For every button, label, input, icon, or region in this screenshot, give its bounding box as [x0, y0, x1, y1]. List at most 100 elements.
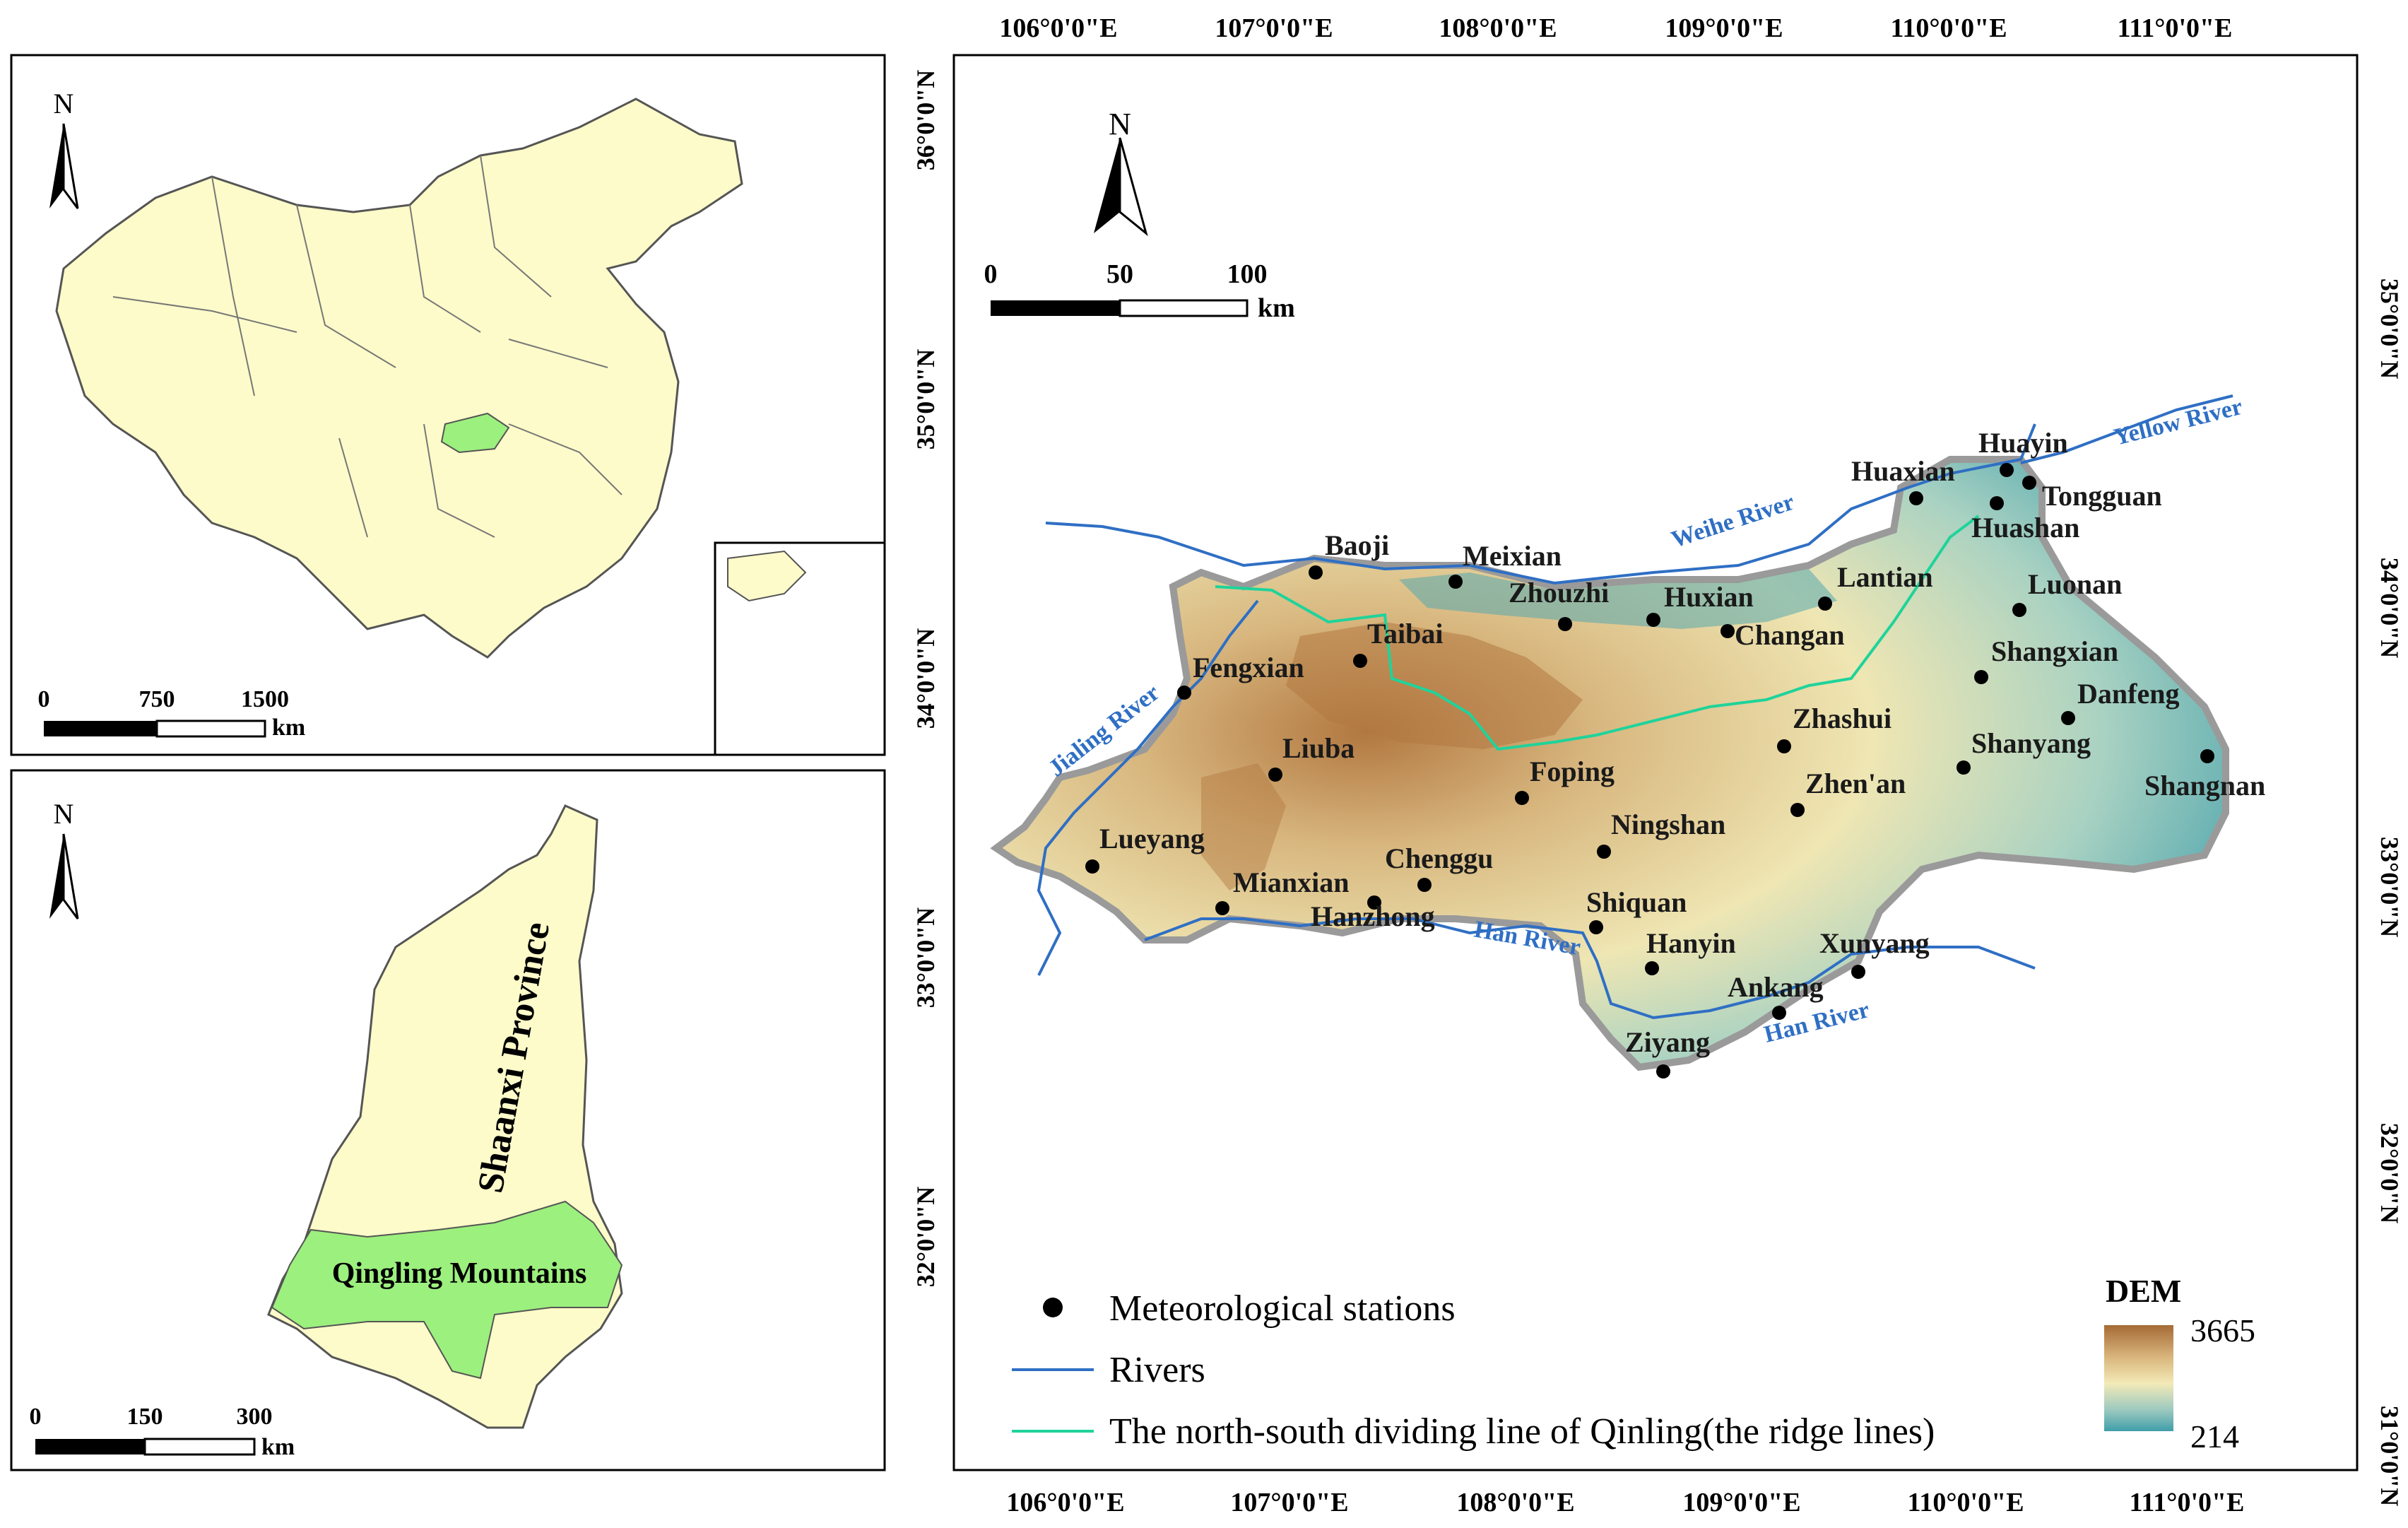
station-label: Shanyang — [1971, 727, 2091, 759]
legend-stations-label: Meteorological stations — [1109, 1288, 1456, 1329]
station-marker — [2012, 603, 2026, 617]
scale-tick: 1500 — [241, 686, 289, 712]
dem-colorbar: DEM 3665 214 — [2104, 1273, 2255, 1454]
shaanxi-in-china — [440, 412, 510, 454]
lon-label: 107°0'0"E — [1230, 1488, 1348, 1517]
station-marker — [1956, 760, 1971, 775]
lat-label: 33°0'0"N — [2375, 837, 2404, 937]
legend-ridge-label: The north-south dividing line of Qinling… — [1109, 1411, 1935, 1452]
station-marker — [1656, 1064, 1670, 1079]
station-marker — [1909, 491, 1923, 505]
station-marker — [1646, 613, 1660, 627]
north-arrow: N — [49, 88, 79, 209]
north-arrow: N — [49, 798, 79, 919]
station-marker — [1851, 965, 1865, 979]
station-label: Tongguan — [2042, 480, 2162, 512]
station-marker — [1645, 961, 1659, 975]
station-label: Xunyang — [1819, 927, 1930, 959]
lat-labels-left: 36°0'0"N 35°0'0"N 34°0'0"N 33°0'0"N 32°0… — [911, 70, 940, 1287]
station-label: Huashan — [1971, 512, 2079, 543]
rivers — [1037, 394, 2233, 1020]
qinling-region — [271, 1200, 623, 1380]
scale-bar: 0 50 100 km — [984, 259, 1295, 323]
station-marker — [1990, 496, 2004, 510]
shaanxi-inset: Shaanxi Province Qingling Mountains N 0 … — [10, 769, 886, 1471]
lat-label: 33°0'0"N — [911, 907, 940, 1008]
scale-tick: 100 — [1227, 259, 1268, 289]
station-marker — [1353, 654, 1367, 668]
china-outline — [55, 98, 743, 659]
station-label: Shangnan — [2144, 770, 2265, 801]
station-label: Liuba — [1282, 732, 1354, 764]
station-label: Chenggu — [1385, 842, 1493, 874]
main-map: 106°0'0"E 107°0'0"E 108°0'0"E 109°0'0"E … — [911, 13, 2404, 1517]
lat-label: 36°0'0"N — [911, 70, 940, 170]
station-marker — [1417, 878, 1432, 892]
dem-max: 3665 — [2190, 1312, 2255, 1348]
jialing-river-line — [1037, 599, 1259, 976]
lon-labels-top: 106°0'0"E 107°0'0"E 108°0'0"E 109°0'0"E … — [999, 13, 2232, 43]
weihe-valley-zone — [1399, 569, 1837, 629]
yellow-river-line — [2020, 394, 2233, 464]
station-label: Zhen'an — [1805, 768, 1906, 799]
scale-tick: 0 — [30, 1404, 42, 1430]
lon-label: 106°0'0"E — [999, 13, 1117, 43]
station-label: Fengxian — [1193, 652, 1304, 683]
lat-label: 31°0'0"N — [2375, 1406, 2404, 1506]
dem-min: 214 — [2190, 1418, 2239, 1454]
station-label: Huxian — [1664, 581, 1754, 613]
scale-unit: km — [1258, 293, 1295, 323]
lon-label: 111°0'0"E — [2129, 1488, 2244, 1517]
station-marker — [2061, 711, 2075, 725]
station-label: Luonan — [2028, 568, 2122, 600]
station-label: Huaxian — [1851, 455, 1955, 487]
north-label: N — [54, 798, 74, 830]
high-elevation-zone — [1201, 763, 1286, 891]
station-marker — [1974, 670, 1988, 684]
station-marker — [1268, 768, 1282, 782]
station-label: Ningshan — [1611, 809, 1725, 840]
lon-label: 107°0'0"E — [1215, 13, 1333, 43]
station-label: Mianxian — [1233, 866, 1349, 898]
station-marker — [1721, 624, 1735, 638]
station-label: Ankang — [1728, 971, 1824, 1003]
station-label: Foping — [1530, 756, 1615, 787]
lat-label: 35°0'0"N — [911, 349, 940, 449]
station-label: Shangxian — [1991, 635, 2118, 667]
weihe-river-line — [1045, 423, 2036, 585]
lat-label: 34°0'0"N — [2375, 558, 2404, 658]
station-marker — [1597, 845, 1611, 859]
station-label: Taibai — [1367, 618, 1443, 650]
station-marker — [1448, 575, 1463, 589]
station-marker — [1177, 686, 1191, 700]
study-area-dem — [990, 456, 2229, 1071]
china-province-lines — [112, 155, 622, 538]
station-marker — [1818, 596, 1832, 611]
station-label: Huayin — [1978, 427, 2068, 459]
north-label: N — [1109, 107, 1131, 141]
station-marker — [2000, 463, 2014, 477]
scale-tick: 150 — [127, 1404, 163, 1430]
lon-label: 109°0'0"E — [1665, 13, 1783, 43]
scale-tick: 750 — [139, 686, 175, 712]
qinling-ridge-line — [1215, 515, 1980, 751]
station-marker — [1515, 791, 1529, 805]
lon-label: 111°0'0"E — [2117, 13, 2232, 43]
station-label: Changan — [1735, 619, 1845, 651]
station-marker — [1589, 920, 1603, 934]
station-label: Hanyin — [1646, 927, 1736, 959]
china-inset: N 0 750 1500 km — [10, 54, 886, 756]
station-label: Zhouzhi — [1509, 577, 1609, 609]
legend-rivers-label: Rivers — [1109, 1350, 1205, 1390]
station-label: Meixian — [1463, 540, 1562, 572]
legend-station-symbol — [1043, 1298, 1063, 1317]
lon-label: 106°0'0"E — [1006, 1488, 1124, 1517]
station-label: Lueyang — [1099, 823, 1205, 854]
scale-unit: km — [272, 715, 305, 741]
station-label: Shiquan — [1586, 886, 1687, 918]
scale-tick: 300 — [237, 1404, 273, 1430]
lat-label: 32°0'0"N — [2375, 1123, 2404, 1223]
lon-label: 110°0'0"E — [1890, 13, 2007, 43]
